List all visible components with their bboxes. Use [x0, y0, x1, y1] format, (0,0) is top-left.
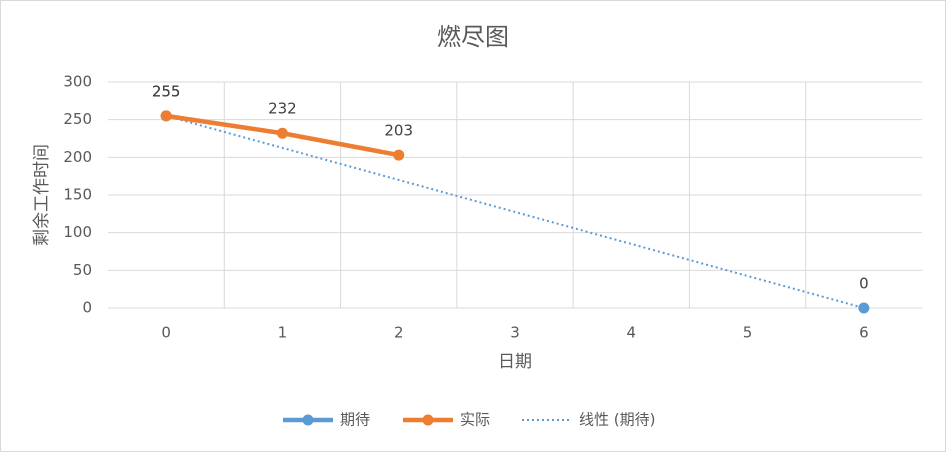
marker [393, 149, 405, 161]
data-label: 255 [152, 82, 181, 100]
legend-marker [302, 414, 314, 426]
y-axis-label: 剩余工作时间 [32, 144, 52, 246]
y-tick-label: 300 [63, 73, 92, 91]
marker [160, 110, 172, 122]
chart-title: 燃尽图 [437, 23, 509, 51]
x-tick-label: 5 [743, 324, 753, 342]
x-tick-label: 1 [278, 324, 288, 342]
legend-marker [422, 414, 434, 426]
data-label: 255 [152, 82, 181, 100]
x-tick-label: 3 [510, 324, 520, 342]
y-tick-label: 200 [63, 148, 92, 166]
x-tick-label: 2 [394, 324, 404, 342]
data-label: 203 [384, 122, 413, 140]
x-tick-label: 6 [859, 324, 869, 342]
x-tick-label: 0 [161, 324, 171, 342]
marker [858, 302, 870, 314]
marker [276, 127, 288, 139]
y-tick-label: 250 [63, 110, 92, 128]
x-axis-label: 日期 [498, 352, 532, 372]
data-label: 0 [859, 275, 869, 293]
legend-label: 期待 [340, 411, 370, 429]
legend-label: 实际 [460, 411, 490, 429]
trend-line [165, 114, 865, 309]
y-tick-label: 100 [63, 223, 92, 241]
y-tick-label: 50 [73, 261, 92, 279]
legend-label: 线性 (期待) [579, 411, 655, 429]
x-tick-label: 4 [627, 324, 637, 342]
y-tick-label: 0 [82, 299, 92, 317]
data-label: 232 [268, 100, 297, 118]
y-tick-label: 150 [63, 186, 92, 204]
